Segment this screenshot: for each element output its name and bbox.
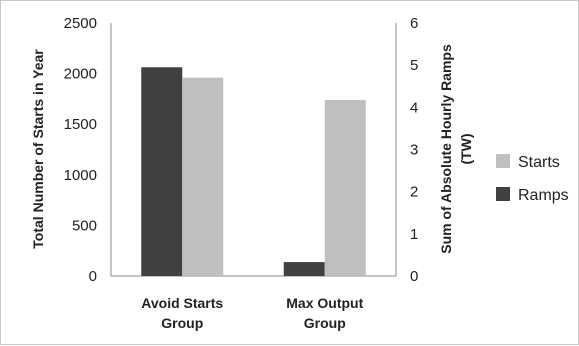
left-tick-label: 1500 xyxy=(64,116,97,133)
bar-ramps-2 xyxy=(283,262,325,276)
bar-ramps-1 xyxy=(141,67,183,277)
bars-group xyxy=(141,67,366,277)
legend-swatch-ramps xyxy=(496,187,510,201)
left-tick-labels: 0 500 1000 1500 2000 2500 xyxy=(64,15,97,285)
left-tick-label: 1000 xyxy=(64,167,97,184)
right-tick-labels: 0 1 2 3 4 5 6 xyxy=(410,15,418,285)
bar-starts-2 xyxy=(324,99,366,276)
right-tick-label: 3 xyxy=(410,142,418,159)
right-tick-label: 5 xyxy=(410,57,418,74)
right-tick-label: 0 xyxy=(410,268,418,285)
left-tick-label: 2500 xyxy=(64,15,97,32)
legend-label-starts: Starts xyxy=(518,154,560,171)
right-tick-label: 4 xyxy=(410,99,418,116)
left-tick-label: 500 xyxy=(72,217,97,234)
y-axis-left-title: Total Number of Starts in Year xyxy=(30,49,46,249)
left-tick-label: 2000 xyxy=(64,66,97,83)
legend-label-ramps: Ramps xyxy=(518,187,569,204)
right-tick-label: 6 xyxy=(410,15,418,32)
legend-swatch-starts xyxy=(496,154,510,168)
right-tick-label: 1 xyxy=(410,226,418,243)
category-label: Avoid Starts Group xyxy=(141,295,223,331)
legend: Starts Ramps xyxy=(496,154,569,204)
category-label: Max Output Group xyxy=(286,295,363,331)
bar-starts-1 xyxy=(182,77,224,276)
y-axis-right-title: Sum of Absolute Hourly Ramps (TW) xyxy=(438,44,474,254)
left-tick-label: 0 xyxy=(89,268,97,285)
right-tick-label: 2 xyxy=(410,184,418,201)
category-labels: Avoid Starts Group Max Output Group xyxy=(141,295,363,331)
